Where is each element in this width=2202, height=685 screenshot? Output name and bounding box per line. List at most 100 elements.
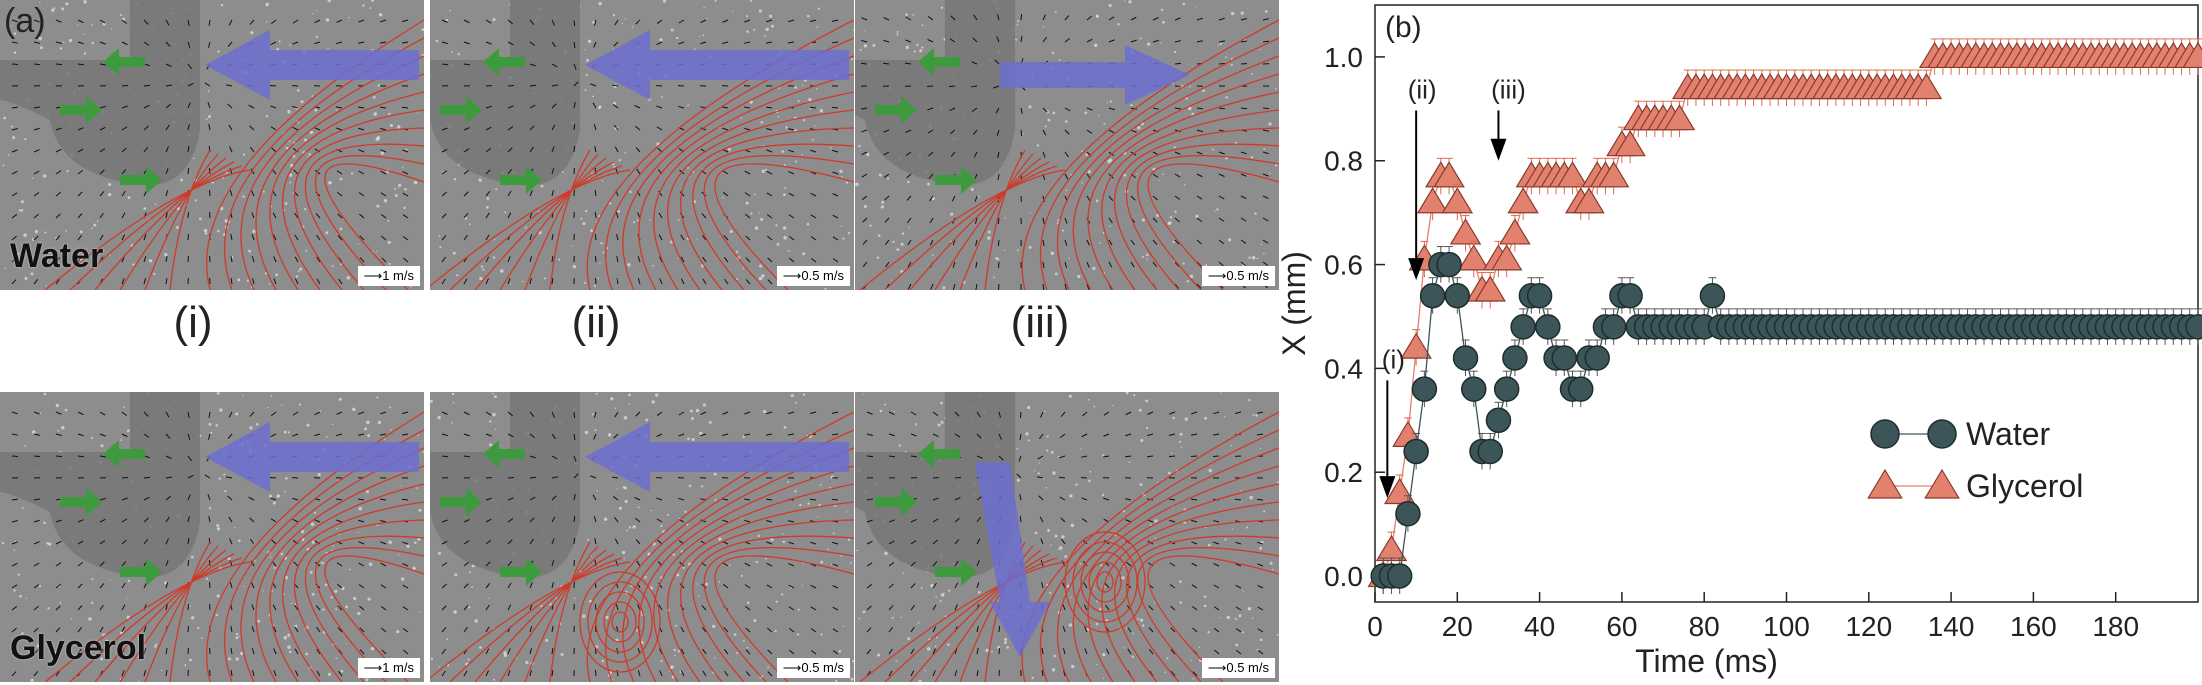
data-point (1400, 332, 1432, 359)
data-point (1395, 500, 1421, 527)
data-point (1699, 282, 1726, 309)
x-tick-label: 180 (2092, 611, 2139, 642)
velocity-vectors (866, 411, 1264, 677)
annotation-label: (iii) (1491, 74, 1526, 104)
streamlines (430, 19, 854, 290)
y-tick-label: 0.6 (1324, 250, 1363, 281)
data-point (1490, 244, 1523, 271)
x-tick-label: 0 (1367, 611, 1383, 642)
streamlines (859, 411, 1279, 682)
velocity-scale-bar: ⟶0.5 m/s (1201, 658, 1275, 678)
series-water (1370, 246, 2202, 595)
piv-image-glycerol-ii: ⟶0.5 m/s (430, 392, 854, 682)
flow-direction-arrow (975, 462, 1050, 657)
data-point (2185, 314, 2202, 340)
annotation-arrow: (i) (1379, 344, 1405, 499)
flow-direction-arrow (205, 422, 419, 492)
droplet-body (855, 0, 1015, 186)
panel-a-tag: (a) (4, 2, 46, 40)
data-point (1403, 438, 1429, 465)
y-tick-label: 1.0 (1324, 42, 1363, 73)
data-point (1910, 72, 1943, 100)
data-point (1502, 345, 1528, 371)
data-point (1419, 282, 1446, 309)
data-point (1449, 218, 1482, 245)
data-point (1551, 345, 1578, 371)
x-axis-label: Time (ms) (1635, 643, 1778, 679)
annotation-arrow: (ii) (1408, 74, 1437, 281)
data-point (1477, 438, 1503, 465)
annotation-arrow: (iii) (1490, 74, 1526, 161)
annotation-label: (i) (1382, 344, 1405, 374)
x-tick-label: 120 (1845, 611, 1892, 642)
velocity-scale-bar: ⟶0.5 m/s (776, 658, 850, 678)
legend: Water Glycerol (1867, 416, 2083, 504)
droplet-body (855, 392, 1015, 578)
recirculation-arrows (875, 48, 977, 194)
data-point (1441, 187, 1474, 214)
column-label-ii: (ii) (571, 298, 621, 347)
velocity-scale-bar: ⟶0.5 m/s (1201, 266, 1275, 286)
droplet-body (430, 392, 580, 578)
data-point (1573, 187, 1605, 214)
data-point (1600, 314, 1627, 340)
flow-direction-arrow (205, 30, 419, 100)
data-point (1507, 187, 1539, 214)
data-point (1416, 187, 1449, 214)
x-tick-label: 80 (1689, 611, 1720, 642)
legend-marker (1924, 468, 1960, 499)
data-point (1383, 477, 1416, 505)
flow-direction-arrow (1000, 45, 1190, 105)
legend-marker (1870, 419, 1900, 449)
data-point (1474, 275, 1506, 302)
data-point (1535, 314, 1561, 340)
data-point (1617, 282, 1643, 309)
annotation-label: (ii) (1408, 74, 1437, 104)
data-point (1444, 282, 1471, 309)
droplet-body (430, 0, 580, 186)
piv-image-water-iii: ⟶0.5 m/s (855, 0, 1279, 290)
piv-image-water-i: (a) Water ⟶1 m/s (0, 0, 424, 290)
recirculation-arrows (440, 48, 542, 194)
x-tick-label: 60 (1606, 611, 1637, 642)
data-point (1411, 376, 1438, 402)
streamlines (44, 411, 424, 682)
flow-direction-arrow (585, 422, 849, 492)
velocity-scale-bar: ⟶1 m/s (357, 658, 420, 678)
data-point (1584, 345, 1610, 371)
piv-image-glycerol-iii: ⟶0.5 m/s (855, 392, 1279, 682)
data-point (1458, 244, 1490, 271)
recirculation-arrows (875, 440, 977, 586)
velocity-scale-bar: ⟶0.5 m/s (776, 266, 850, 286)
data-point (1452, 345, 1479, 371)
data-point (1510, 314, 1536, 340)
fluid-label-water: Water (10, 237, 104, 275)
data-point (1436, 251, 1462, 278)
legend-label: Glycerol (1966, 468, 2083, 504)
legend-marker (1867, 468, 1903, 499)
legend-label: Water (1966, 416, 2051, 452)
x-tick-label: 20 (1442, 611, 1473, 642)
data-point (1526, 282, 1553, 309)
panel-b-tag: (b) (1385, 11, 1422, 44)
column-label-iii: (iii) (1010, 298, 1070, 347)
data-point (1597, 161, 1630, 188)
x-tick-label: 100 (1763, 611, 1810, 642)
legend-marker (1927, 419, 1957, 449)
data-point (1493, 376, 1520, 402)
piv-image-glycerol-i: Glycerol ⟶1 m/s (0, 392, 424, 682)
data-point (1499, 218, 1531, 245)
recirculation-arrows (440, 440, 542, 586)
fluid-label-glycerol: Glycerol (10, 629, 147, 667)
recirculation-arrows (60, 440, 162, 586)
column-label-i: (i) (173, 298, 213, 347)
data-point (1433, 161, 1465, 188)
y-axis-label: X (mm) (1276, 251, 1312, 356)
recirculation-arrows (60, 48, 162, 194)
y-tick-label: 0.2 (1324, 457, 1363, 488)
flow-direction-arrow (585, 30, 849, 100)
y-tick-label: 0.0 (1324, 561, 1363, 592)
data-point (2182, 41, 2202, 69)
data-point (1485, 407, 1512, 434)
data-point (1663, 104, 1696, 131)
